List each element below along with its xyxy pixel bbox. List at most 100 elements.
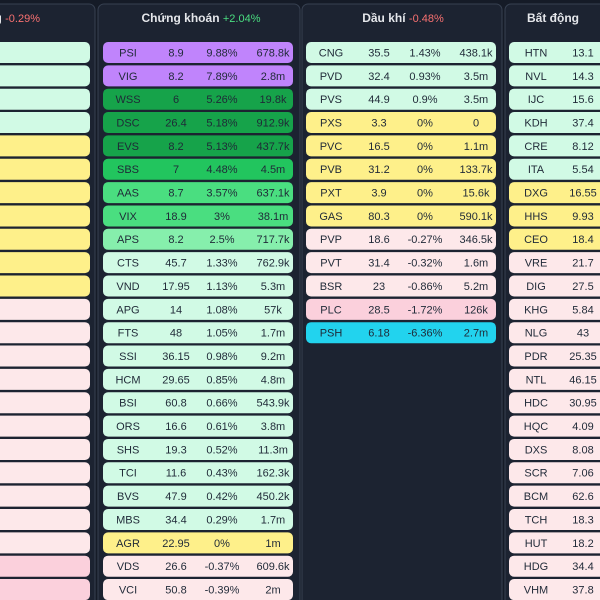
stock-row[interactable]: KHG 5.84 [509, 298, 600, 320]
stock-row[interactable]: HTN 13.1 [509, 42, 600, 63]
stock-row[interactable]: PVP 18.6 -0.27% 346.5k [306, 228, 496, 250]
stock-row[interactable]: PVT 31.4 -0.32% 1.6m [306, 252, 496, 274]
stock-row[interactable]: AGR 22.95 0% 1m [103, 532, 293, 554]
stock-row[interactable]: -0.87%1.5m [0, 485, 90, 507]
stock-row[interactable]: ORS 16.6 0.61% 3.8m [103, 415, 293, 437]
stock-row[interactable]: -0.91%630.6k [0, 509, 90, 530]
row-box [103, 415, 293, 437]
stock-row[interactable]: VHM 37.8 [509, 579, 600, 600]
stock-row[interactable]: BSR 23 -0.86% 5.2m [306, 275, 496, 297]
stock-row[interactable]: SHS 19.3 0.52% 11.3m [103, 438, 293, 460]
stock-row[interactable]: GAS 80.3 0% 590.1k [306, 205, 496, 227]
stock-row[interactable]: HDC 30.95 [509, 392, 600, 414]
stock-row[interactable]: -0.26%4m [0, 298, 90, 320]
stock-row[interactable]: CNG 35.5 1.43% 438.1k [306, 42, 496, 63]
row-box [509, 415, 600, 437]
stock-row[interactable]: 0%6.8m [0, 205, 90, 227]
stock-row[interactable]: 0%20k [0, 275, 90, 297]
stock-row[interactable]: FTS 48 1.05% 1.7m [103, 322, 293, 344]
stock-row[interactable]: 0%1.8m [0, 228, 90, 250]
stock-row[interactable]: HUT 18.2 [509, 532, 600, 554]
stock-row[interactable]: DIG 27.5 [509, 275, 600, 297]
cell: VIG [119, 71, 138, 83]
stock-row[interactable]: PVC 16.5 0% 1.1m [306, 135, 496, 157]
row-box [103, 135, 293, 157]
stock-row[interactable]: NTL 46.15 [509, 368, 600, 390]
stock-row[interactable]: -0.39%1.8m [0, 368, 90, 390]
stock-row[interactable]: PSI 8.9 9.88% 678.8k [103, 42, 293, 63]
stock-row[interactable]: VDS 26.6 -0.37% 609.6k [103, 555, 293, 577]
stock-row[interactable]: VND 17.95 1.13% 5.3m [103, 275, 293, 297]
stock-row[interactable]: TCI 11.6 0.43% 162.3k [103, 462, 293, 484]
stock-row[interactable]: HHS 9.93 [509, 205, 600, 227]
stock-row[interactable]: PDR 25.35 [509, 345, 600, 367]
cell: 31.2 [368, 164, 389, 176]
stock-row[interactable]: -0.32%4.1m [0, 322, 90, 344]
stock-row[interactable]: IJC 15.6 [509, 88, 600, 110]
stock-row[interactable]: CTS 45.7 1.33% 762.9k [103, 252, 293, 274]
stock-row[interactable]: APG 14 1.08% 57k [103, 298, 293, 320]
stock-row[interactable]: BSI 60.8 0.66% 543.9k [103, 392, 293, 414]
stock-row[interactable]: 1.91%30.6m [0, 42, 90, 63]
stock-row[interactable]: VIG 8.2 7.89% 2.8m [103, 65, 293, 87]
stock-row[interactable]: BVS 47.9 0.42% 450.2k [103, 485, 293, 507]
stock-row[interactable]: CRE 8.12 [509, 135, 600, 157]
stock-row[interactable]: SCR 7.06 [509, 462, 600, 484]
stock-row[interactable]: KDH 37.4 [509, 112, 600, 134]
stock-row[interactable]: HCM 29.65 0.85% 4.8m [103, 368, 293, 390]
stock-row[interactable]: AAS 8.7 3.57% 637.1k [103, 182, 293, 204]
stock-row[interactable]: PSH 6.18 -6.36% 2.7m [306, 322, 496, 344]
stock-row[interactable]: 0.44%6.7m [0, 65, 90, 87]
stock-row[interactable]: PVD 32.4 0.93% 3.5m [306, 65, 496, 87]
stock-row[interactable]: TCH 18.3 [509, 509, 600, 530]
stock-row[interactable]: CEO 18.4 [509, 228, 600, 250]
stock-row[interactable]: DXG 16.55 [509, 182, 600, 204]
stock-row[interactable]: -0.53%861.3k [0, 438, 90, 460]
stock-row[interactable]: EVS 8.2 5.13% 437.7k [103, 135, 293, 157]
stock-row[interactable]: 0.33%3.4m [0, 88, 90, 110]
cell: 0.9% [412, 94, 437, 106]
stock-row[interactable]: VIX 18.9 3% 38.1m [103, 205, 293, 227]
cell: 8.12 [572, 141, 593, 153]
stock-row[interactable]: PXT 3.9 0% 15.6k [306, 182, 496, 204]
stock-row[interactable]: MBS 34.4 0.29% 1.7m [103, 509, 293, 530]
cell: 50.8 [165, 584, 186, 596]
stock-row[interactable]: 0%756k [0, 182, 90, 204]
stock-row[interactable]: -1.94%417.2k [0, 579, 90, 600]
cell: 1.6m [464, 258, 488, 270]
row-box [0, 252, 90, 274]
stock-row[interactable]: APS 8.2 2.5% 717.7k [103, 228, 293, 250]
cell: 31.4 [368, 258, 389, 270]
stock-row[interactable]: SSI 36.15 0.98% 9.2m [103, 345, 293, 367]
stock-row[interactable]: HQC 4.09 [509, 415, 600, 437]
stock-row[interactable]: 0%3.2m [0, 252, 90, 274]
stock-row[interactable]: -0.83%4.4m [0, 462, 90, 484]
cell: 5.18% [206, 117, 237, 129]
stock-row[interactable]: DXS 8.08 [509, 438, 600, 460]
stock-row[interactable]: ITA 5.54 [509, 158, 600, 180]
column-header: Dầu khí -0.48% [362, 11, 444, 25]
stock-row[interactable]: VRE 21.7 [509, 252, 600, 274]
stock-row[interactable]: -0.34%1.9m [0, 345, 90, 367]
stock-row[interactable]: DSC 26.4 5.18% 912.9k [103, 112, 293, 134]
stock-row[interactable]: 0%1m [0, 135, 90, 157]
stock-row[interactable]: PLC 28.5 -1.72% 126k [306, 298, 496, 320]
stock-row[interactable]: -0.41%4.1m [0, 392, 90, 414]
stock-row[interactable]: 0%1.7k [0, 158, 90, 180]
stock-row[interactable]: VCI 50.8 -0.39% 2m [103, 579, 293, 600]
stock-row[interactable]: WSS 6 5.26% 19.8k [103, 88, 293, 110]
stock-row[interactable]: NLG 43 [509, 322, 600, 344]
stock-row[interactable]: 0.11%795.5k [0, 112, 90, 134]
stock-row[interactable]: -1.6%1.1m [0, 555, 90, 577]
cell: -1.72% [408, 304, 443, 316]
stock-row[interactable]: BCM 62.6 [509, 485, 600, 507]
stock-row[interactable]: PVB 31.2 0% 133.7k [306, 158, 496, 180]
stock-row[interactable]: -0.45%3.1m [0, 415, 90, 437]
stock-row[interactable]: -0.93%720.7k [0, 532, 90, 554]
stock-row[interactable]: PVS 44.9 0.9% 3.5m [306, 88, 496, 110]
stock-row[interactable]: NVL 14.3 [509, 65, 600, 87]
stock-row[interactable]: HDG 34.4 [509, 555, 600, 577]
stock-row[interactable]: PXS 3.3 0% 0 [306, 112, 496, 134]
stock-row[interactable]: SBS 7 4.48% 4.5m [103, 158, 293, 180]
cell: 16.5 [368, 141, 389, 153]
